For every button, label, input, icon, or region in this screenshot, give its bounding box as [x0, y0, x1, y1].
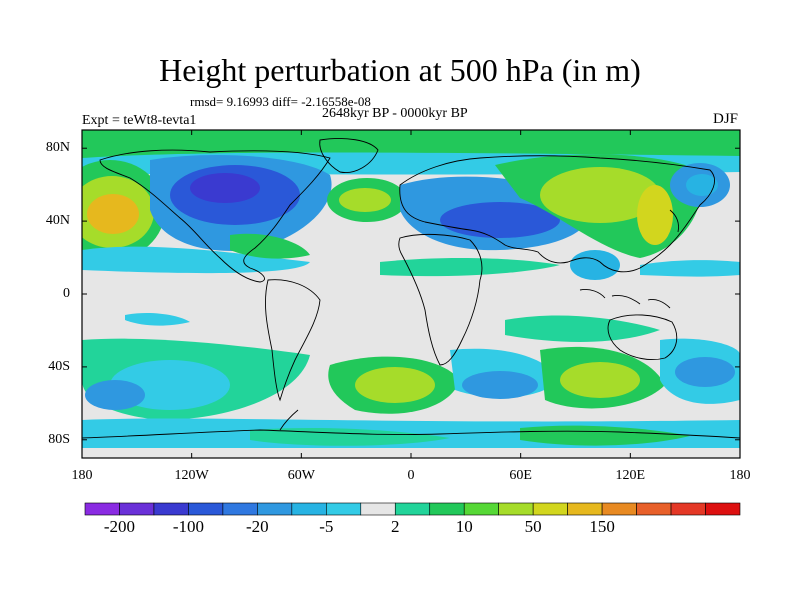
colorbar-swatch	[153, 502, 189, 516]
colorbar-label: -100	[172, 517, 204, 536]
colorbar-swatch	[463, 502, 499, 516]
field-subtrop-wpac	[640, 260, 740, 277]
field-sh-lime4	[560, 362, 640, 398]
x-tick-label: 0	[407, 468, 415, 483]
colorbar-label: -5	[319, 517, 334, 536]
field-sh-blue1	[85, 380, 145, 410]
y-tick-label: 40S	[48, 358, 70, 374]
colorbar-swatch	[567, 502, 603, 516]
field-antarctic-green	[250, 427, 450, 446]
field-subtrop-pac	[82, 246, 310, 274]
field-tropic-indo	[505, 315, 660, 342]
plot-title: Height perturbation at 500 hPa (in m)	[159, 52, 641, 88]
tick-marks	[81, 130, 741, 458]
field-namerica-deep	[190, 173, 260, 203]
colorbar-swatch	[257, 502, 293, 516]
coast-africa	[398, 233, 483, 366]
field-siberia-inner	[540, 167, 660, 223]
field-tropic-pac	[125, 312, 190, 326]
period-text: 2648kyr BP - 0000kyr BP	[322, 106, 468, 121]
x-tick-label: 120E	[615, 468, 646, 483]
colorbar-label: -20	[246, 517, 269, 536]
coast-south-america	[265, 279, 321, 402]
field-subtrop-afr	[380, 258, 560, 277]
colorbar-label: 10	[455, 517, 473, 536]
coast-greenland	[319, 138, 379, 173]
colorbar-label: 50	[524, 517, 542, 536]
coastlines	[82, 138, 740, 439]
field-antarctic-green2	[520, 425, 690, 446]
colorbar-label: 2	[391, 517, 400, 536]
field-npac-inner	[87, 194, 139, 234]
field-sh-lime2	[355, 367, 435, 403]
x-tick-label: 60E	[509, 468, 532, 483]
colorbar-swatch	[601, 502, 637, 516]
y-tick-label: 80S	[48, 431, 70, 447]
colorbar-swatch	[394, 502, 431, 516]
field-sh-blue3	[462, 371, 538, 399]
x-tick-label: 180	[71, 468, 93, 483]
colorbar-swatch	[360, 502, 396, 516]
experiment-label: Expt = teWt8-tevta1	[82, 113, 197, 128]
y-tick-label: 40N	[45, 213, 70, 229]
colorbar-swatch	[498, 502, 534, 516]
colorbar-swatch	[291, 502, 327, 516]
colorbar-label: 150	[589, 517, 615, 536]
colorbar-swatch	[429, 502, 465, 516]
y-tick-label: 80N	[45, 140, 70, 156]
stats-text: rmsd= 9.16993 diff= -2.16558e-08	[190, 94, 371, 109]
colorbar-swatch	[670, 502, 706, 516]
field-sh-blue5	[675, 357, 735, 387]
field-subtrop-atl	[230, 233, 310, 259]
colorbar-swatch	[84, 502, 120, 516]
season-label: DJF	[712, 111, 738, 127]
colorbar	[84, 502, 741, 516]
colorbar-swatch	[222, 502, 258, 516]
field-eurasia-core	[440, 202, 560, 238]
coast-australia	[607, 314, 678, 361]
colorbar-swatch	[532, 502, 568, 516]
x-tick-label: 60W	[287, 468, 315, 483]
colorbar-label: -200	[103, 517, 136, 536]
x-tick-label: 180	[729, 468, 751, 483]
colorbar-swatch	[119, 502, 155, 516]
colorbar-swatch	[188, 502, 224, 516]
colorbar-swatch	[326, 502, 362, 516]
coast-antarctic-peninsula	[279, 409, 299, 431]
field-neasia-band	[637, 185, 673, 245]
map-field	[82, 130, 740, 458]
colorbar-swatch	[705, 502, 741, 516]
coast-antarctica	[82, 429, 740, 439]
y-tick-label: 0	[63, 286, 70, 301]
coast-japan	[669, 209, 679, 233]
field-kamchatka-inner	[686, 174, 718, 196]
field-natl-inner	[339, 188, 391, 212]
colorbar-swatch	[636, 502, 672, 516]
coast-indonesia	[579, 289, 671, 309]
coast-europe-asia	[399, 155, 715, 273]
x-tick-label: 120W	[174, 468, 209, 483]
coast-north-america	[99, 149, 331, 283]
field-asia-cyan	[570, 250, 620, 280]
